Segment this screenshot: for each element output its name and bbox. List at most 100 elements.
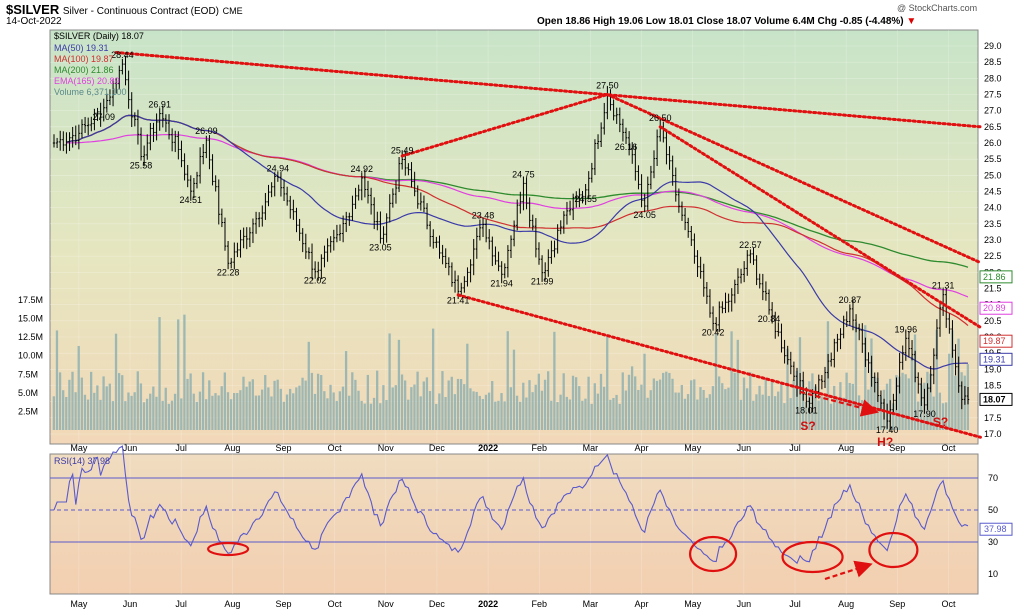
value-box-label: 18.07: [983, 394, 1006, 404]
volume-bar: [665, 371, 668, 430]
price-tick-label: 29.0: [984, 41, 1002, 51]
volume-bar: [223, 372, 226, 430]
volume-bar: [99, 399, 102, 430]
pivot-label: 27.09: [92, 112, 115, 122]
volume-bar: [425, 377, 429, 430]
volume-bar: [668, 372, 671, 430]
rsi-x-tick-label: Dec: [429, 599, 446, 609]
pivot-label: 18.01: [795, 405, 818, 415]
volume-bar: [214, 393, 217, 430]
volume-bar: [93, 392, 96, 430]
pivot-label: 20.84: [758, 314, 781, 324]
volume-bar: [220, 386, 223, 430]
volume-bar: [764, 378, 767, 430]
volume-bar: [491, 381, 494, 430]
pivot-label: 26.09: [195, 126, 218, 136]
volume-bar: [783, 403, 786, 430]
rsi-x-tick-label: Jul: [175, 599, 187, 609]
volume-bar: [584, 398, 587, 430]
rsi-x-tick-label: Jul: [789, 599, 801, 609]
pivot-label: 21.99: [531, 277, 554, 287]
volume-bar: [553, 331, 556, 430]
price-tick-label: 27.0: [984, 106, 1002, 116]
volume-bar: [581, 400, 584, 430]
volume-bar: [481, 399, 485, 430]
volume-bar: [634, 376, 637, 430]
x-tick-label: Oct: [941, 443, 956, 453]
rsi-x-tick-label: Feb: [531, 599, 547, 609]
volume-bar: [587, 376, 590, 430]
volume-bar: [170, 400, 174, 430]
pivot-label: 25.49: [391, 145, 414, 155]
price-tick-label: 27.5: [984, 90, 1002, 100]
volume-bar: [260, 389, 264, 430]
volume-bar: [693, 379, 696, 430]
rsi-circle: [781, 540, 844, 574]
volume-bar: [301, 377, 304, 430]
rsi-x-tick-label: Mar: [583, 599, 599, 609]
volume-bar: [369, 403, 373, 430]
volume-bar: [155, 396, 158, 430]
volume-bar: [111, 401, 115, 430]
volume-bar: [121, 375, 124, 430]
axes: 29.0 28.5 28.0 27.5 27.0 26.5 26.0 25.5 25.0 24.5…: [18, 41, 1013, 609]
volume-tick-label: 15.0M: [18, 314, 43, 324]
volume-bar: [842, 397, 845, 430]
volume-bar: [708, 394, 711, 430]
volume-bar: [83, 394, 87, 430]
rsi-x-tick-label: May: [70, 599, 88, 609]
volume-bar: [910, 356, 914, 430]
pivot-label: 24.51: [180, 195, 203, 205]
volume-bar: [273, 380, 276, 430]
volume-bar: [145, 398, 149, 430]
volume-bar: [360, 400, 363, 430]
volume-bar: [640, 384, 643, 430]
ohlc-summary: Open 18.86 High 19.06 Low 18.01 Close 18…: [537, 16, 904, 27]
volume-bar: [117, 373, 121, 430]
volume-bar: [537, 373, 540, 430]
price-tick-label: 26.5: [984, 122, 1002, 132]
volume-bar: [674, 392, 677, 430]
volume-bar: [332, 392, 335, 430]
volume-bar: [699, 387, 702, 430]
volume-bar: [285, 394, 289, 430]
shoulder-right-label: S?: [933, 415, 948, 429]
pivot-label: 17.40: [876, 425, 899, 435]
volume-bar: [348, 395, 351, 430]
volume-bar: [609, 399, 612, 430]
volume-bar: [829, 403, 833, 430]
volume-bar: [864, 325, 867, 430]
volume-bar: [304, 380, 307, 430]
volume-bar: [519, 401, 522, 430]
volume-bar: [211, 395, 214, 430]
value-box: [979, 270, 1013, 284]
rsi-x-tick-label: Oct: [941, 599, 956, 609]
volume-bar: [652, 378, 656, 430]
price-tick-label: 19.0: [984, 364, 1002, 374]
volume-bar: [599, 373, 603, 430]
volume-bar: [727, 387, 730, 430]
x-tick-label: Mar: [583, 443, 599, 453]
volume-bar: [270, 396, 273, 430]
volume-bar: [149, 393, 152, 430]
decline-arrow: [799, 390, 879, 417]
rsi-circle: [868, 531, 919, 569]
rsi-x-tick-label: Jun: [737, 599, 752, 609]
price-tick-label: 17.0: [984, 429, 1002, 439]
volume-bar: [344, 351, 348, 430]
volume-bar: [407, 399, 410, 430]
volume-bar: [410, 387, 413, 430]
volume-bar: [450, 376, 453, 430]
volume-bar: [96, 385, 99, 430]
x-tick-label: Jul: [789, 443, 801, 453]
volume-bar: [105, 386, 108, 430]
volume-bar: [127, 392, 130, 430]
shoulder-left-label: S?: [800, 419, 815, 433]
volume-bar: [192, 393, 195, 430]
volume-bar: [80, 377, 83, 430]
rsi-circle: [206, 541, 250, 557]
volume-bar: [295, 387, 298, 430]
volume-bar: [177, 319, 180, 430]
volume-bar: [316, 373, 320, 430]
volume-bar: [152, 386, 155, 430]
